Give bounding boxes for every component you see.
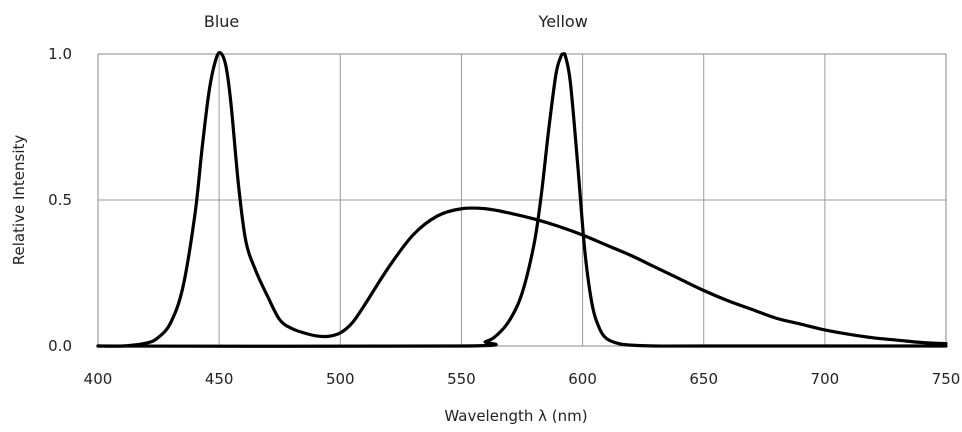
annotation-layer: Blue Yellow <box>204 12 588 31</box>
x-tick-label: 400 <box>84 370 113 388</box>
x-tick-label: 450 <box>205 370 234 388</box>
x-tick-label: 550 <box>447 370 476 388</box>
series-layer <box>96 50 948 348</box>
x-tick-label: 500 <box>326 370 355 388</box>
x-tick-label: 700 <box>811 370 840 388</box>
y-tick-label: 0.0 <box>48 337 72 355</box>
x-tick-label: 600 <box>568 370 597 388</box>
y-axis-title: Relative Intensity <box>10 135 28 266</box>
series-line-2 <box>96 52 948 348</box>
grid-layer <box>98 54 946 346</box>
peak-label: Yellow <box>538 12 588 31</box>
x-axis-title: Wavelength λ (nm) <box>444 407 587 425</box>
peak-label: Blue <box>204 12 239 31</box>
x-tick-label: 750 <box>932 370 961 388</box>
plot-frame <box>97 53 947 347</box>
series-line-1 <box>96 50 948 348</box>
tick-layer: 400 450 500 550 600 650 700 750 0.0 0.5 1.0 <box>48 45 960 388</box>
y-tick-label: 0.5 <box>48 191 72 209</box>
x-tick-label: 650 <box>689 370 718 388</box>
y-tick-label: 1.0 <box>48 45 72 63</box>
